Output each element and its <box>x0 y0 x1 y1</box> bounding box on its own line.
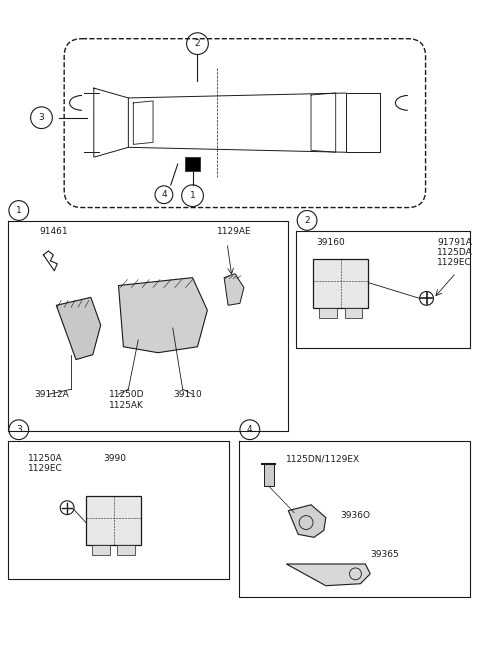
Text: 2: 2 <box>195 39 200 48</box>
Text: 3: 3 <box>16 425 22 434</box>
Text: 1129EC: 1129EC <box>28 464 62 473</box>
Text: 3936O: 3936O <box>341 510 371 520</box>
Text: 39365: 39365 <box>370 550 399 559</box>
Text: 91791A: 91791A <box>437 238 472 247</box>
Polygon shape <box>56 298 101 359</box>
Polygon shape <box>119 278 207 353</box>
Text: 11250D: 11250D <box>108 390 144 399</box>
Text: 4: 4 <box>161 191 167 199</box>
Text: 11250A: 11250A <box>28 454 62 463</box>
Text: 3990: 3990 <box>104 454 127 463</box>
Text: 1129AE: 1129AE <box>217 227 252 237</box>
Text: 1: 1 <box>16 206 22 215</box>
Bar <box>92 545 109 555</box>
Bar <box>345 308 362 318</box>
Text: 39160: 39160 <box>316 238 345 247</box>
Text: 1: 1 <box>190 191 195 200</box>
Text: 2: 2 <box>304 216 310 225</box>
Bar <box>86 496 141 545</box>
Text: 39112A: 39112A <box>35 390 69 399</box>
Text: 39110: 39110 <box>173 390 202 399</box>
Bar <box>313 259 368 308</box>
Text: 1125AK: 1125AK <box>108 401 144 410</box>
Bar <box>319 308 336 318</box>
Polygon shape <box>287 564 370 585</box>
Text: 1125DA: 1125DA <box>437 248 473 257</box>
Polygon shape <box>224 274 244 306</box>
Text: 4: 4 <box>247 425 252 434</box>
Bar <box>118 545 135 555</box>
Bar <box>185 157 201 171</box>
Text: 91461: 91461 <box>39 227 68 237</box>
Text: 3: 3 <box>38 113 44 122</box>
Bar <box>264 464 274 486</box>
Polygon shape <box>288 505 326 537</box>
Text: 1125DN/1129EX: 1125DN/1129EX <box>287 454 360 463</box>
Text: 1129EC: 1129EC <box>437 258 472 267</box>
